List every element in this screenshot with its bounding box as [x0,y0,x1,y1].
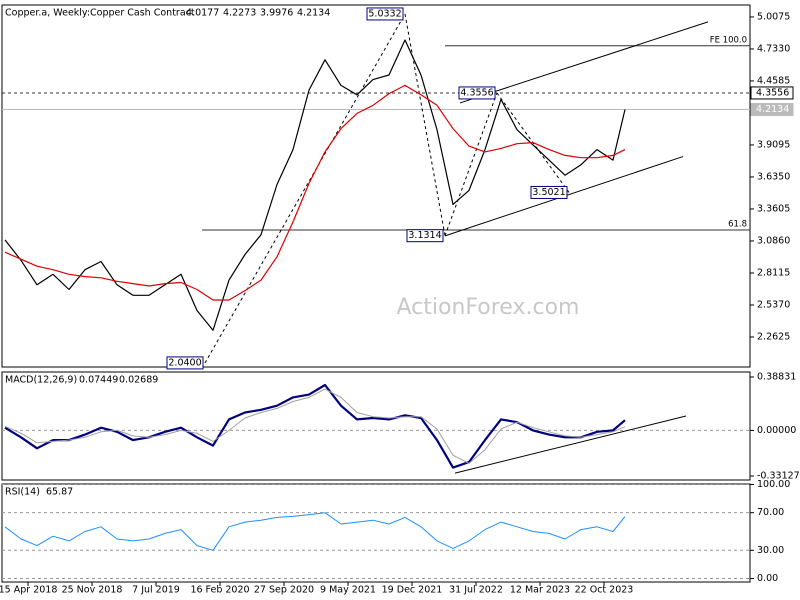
y-tick-label: 3.6350 [757,171,790,182]
panel-title: Copper.a, Weekly: [5,8,90,19]
pivot-label: 2.0400 [168,357,201,368]
y-tick-label: 0.00000 [757,425,796,436]
panel-frame [1,4,751,368]
ohlc-value: 4.2134 [297,8,330,19]
pivot-label: 3.5021 [532,187,565,198]
fibo-label: FE 100.0 [710,35,747,45]
trendline [204,13,406,364]
trendline [454,415,687,474]
price-label: 4.3556 [756,87,789,98]
y-tick-label: 0.38831 [757,371,796,382]
ohlc-value: 4.0177 [186,8,219,19]
pivot-box [166,356,204,370]
y-tick-label: 4.4585 [757,75,790,86]
series-line [4,84,626,301]
y-tick-label: 3.3605 [757,203,790,214]
y-tick-label: 2.5370 [757,299,790,310]
y-tick-label: 2.8115 [757,267,790,278]
x-tick-label: 9 May 2021 [320,585,376,596]
x-tick-label: 22 Oct 2023 [575,585,634,596]
y-tick-label: 30.00 [757,545,784,556]
pivot-box [406,229,444,243]
y-tick-label: -0.33127 [757,471,800,482]
x-tick-label: 27 Sep 2020 [254,585,314,596]
y-tick-label: 5.0075 [757,11,790,22]
series-line [4,39,626,331]
price-label: 4.2134 [756,104,789,115]
series-line [4,388,626,464]
x-tick-label: 16 Feb 2020 [190,585,249,596]
price-box [750,86,794,100]
price-box [750,103,794,117]
trendline [444,92,498,236]
y-tick-label: 0.00 [757,573,778,584]
x-tick-label: 25 Nov 2018 [62,585,123,596]
series-line [4,383,626,469]
pivot-box [458,86,496,100]
panel-subtitle: Copper Cash Contract [90,8,195,19]
pivot-label: 5.0332 [368,8,401,19]
x-tick-label: 31 Jul 2022 [449,585,503,596]
x-tick-label: 12 Mar 2023 [510,585,570,596]
panel-title: RSI(14) [5,487,40,498]
pivot-box [366,7,404,21]
series-line [4,512,626,551]
panel-title: MACD(12,26,9) [5,375,77,386]
pivot-label: 4.3556 [460,87,493,98]
ohlc-value: 3.9976 [260,8,293,19]
x-tick-label: 19 Dec 2021 [382,585,443,596]
trendline [404,13,446,236]
y-tick-label: 3.0860 [757,235,790,246]
current-value: 65.87 [46,487,73,498]
ohlc-value: 4.2273 [223,8,256,19]
x-tick-label: 15 Apr 2018 [0,585,57,596]
current-value: 0.02689 [119,375,158,386]
y-tick-label: 3.9095 [757,139,790,150]
pivot-box [530,185,568,199]
y-tick-label: 70.00 [757,507,784,518]
panel-frame [1,371,751,481]
y-tick-label: 2.2625 [757,331,790,342]
y-tick-label: 100.00 [757,479,790,490]
trendline [459,21,709,104]
watermark: ActionForex.com [397,295,580,320]
y-tick-label: 4.7330 [757,43,790,54]
current-value: 0.07449 [79,375,118,386]
fibo-label: 61.8 [728,220,747,230]
pivot-label: 3.1314 [408,230,441,241]
x-tick-label: 7 Jul 2019 [132,585,180,596]
